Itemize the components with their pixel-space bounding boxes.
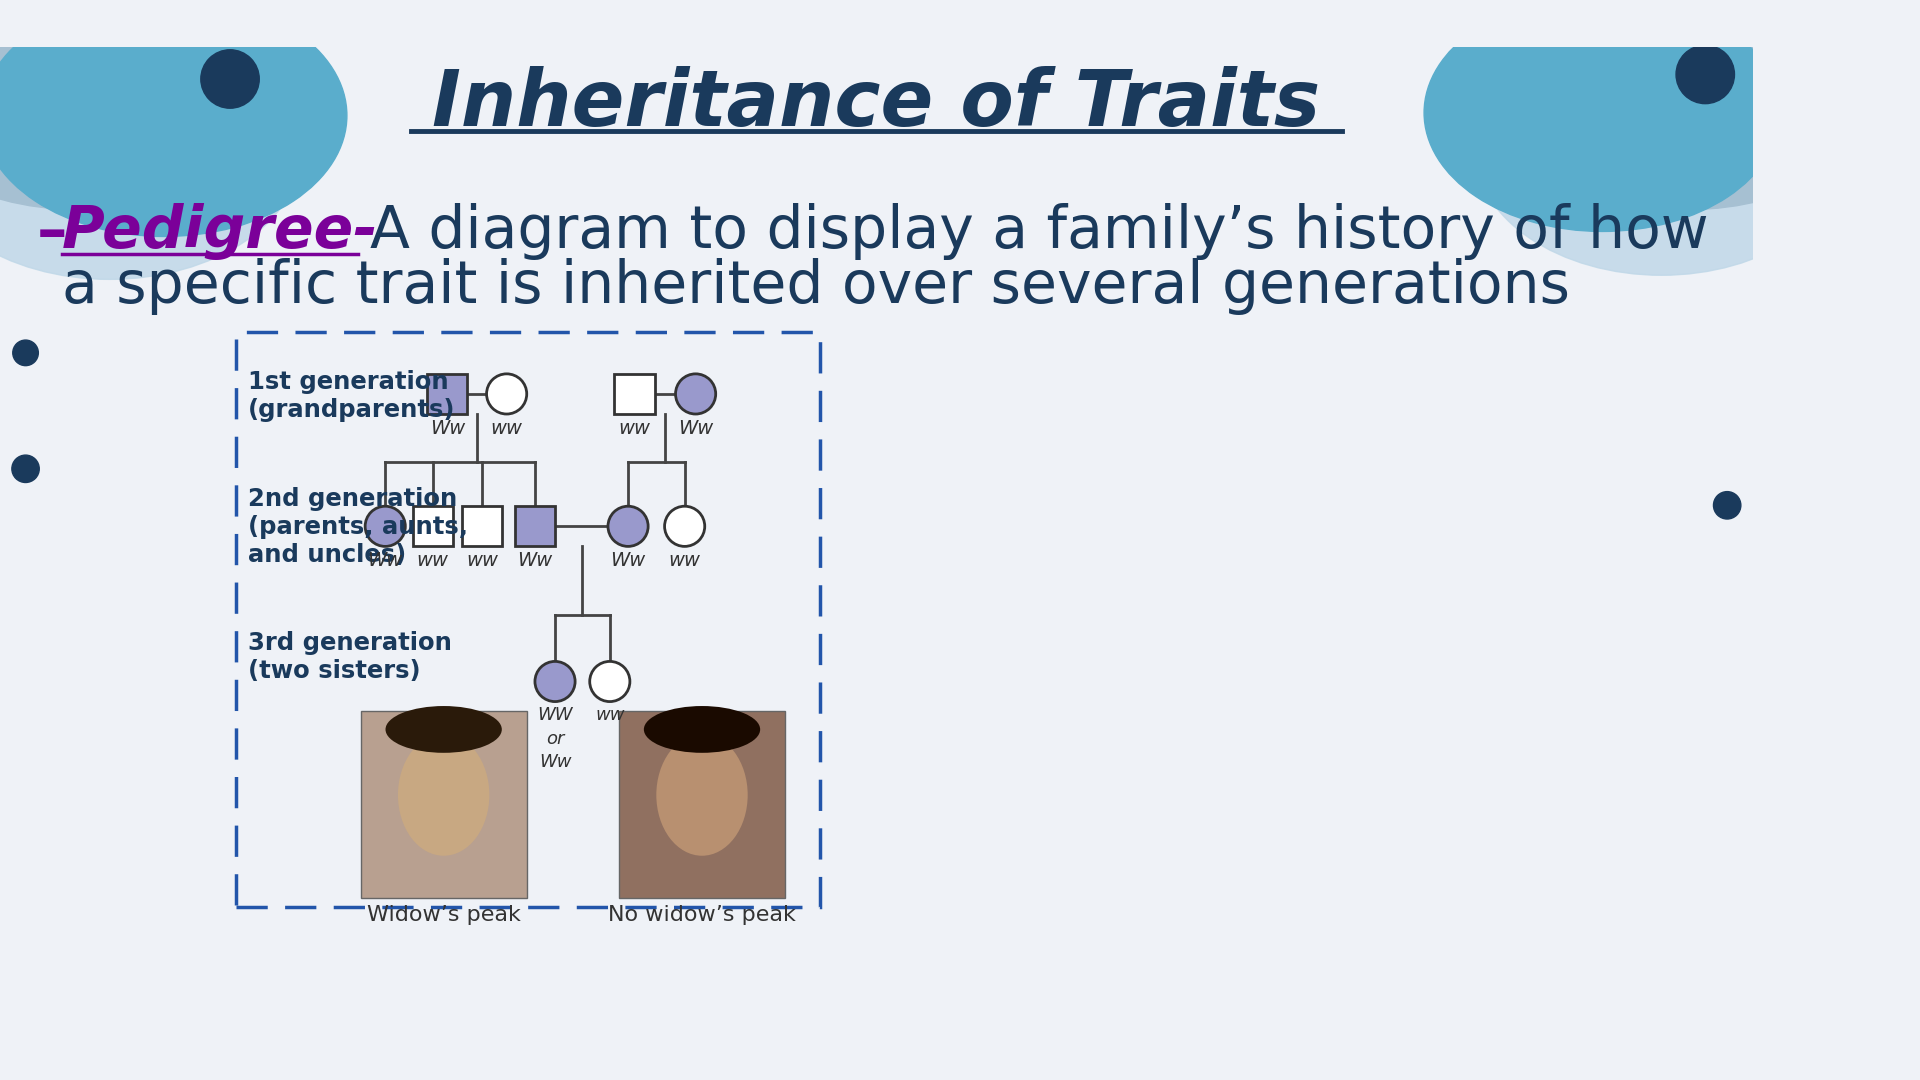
Text: Widow’s peak: Widow’s peak <box>367 905 520 926</box>
Text: Pedigree-: Pedigree- <box>61 203 378 260</box>
Bar <box>614 374 655 414</box>
Circle shape <box>1676 45 1734 104</box>
Circle shape <box>12 455 38 483</box>
Text: Ww: Ww <box>678 419 712 437</box>
Ellipse shape <box>643 706 760 753</box>
Text: ww: ww <box>668 551 701 570</box>
Text: 1st generation
(grandparents): 1st generation (grandparents) <box>248 370 455 422</box>
Bar <box>618 711 785 897</box>
Circle shape <box>1713 491 1741 519</box>
Bar <box>515 507 555 546</box>
Bar <box>361 711 526 897</box>
Text: a specific trait is inherited over several generations: a specific trait is inherited over sever… <box>61 258 1571 314</box>
Text: Inheritance of Traits: Inheritance of Traits <box>432 66 1321 141</box>
Ellipse shape <box>0 0 275 210</box>
Circle shape <box>202 50 259 108</box>
Text: ww: ww <box>492 419 522 437</box>
Text: Ww: Ww <box>367 551 403 570</box>
Ellipse shape <box>0 19 301 280</box>
Text: Ww: Ww <box>516 551 553 570</box>
Text: No widow’s peak: No widow’s peak <box>609 905 797 926</box>
Text: WW
or
Ww: WW or Ww <box>538 706 572 771</box>
Circle shape <box>589 661 630 702</box>
Circle shape <box>13 340 38 366</box>
Text: ww: ww <box>467 551 497 570</box>
Text: A diagram to display a family’s history of how: A diagram to display a family’s history … <box>371 203 1709 260</box>
Text: Ww: Ww <box>430 419 465 437</box>
Ellipse shape <box>657 734 747 855</box>
Ellipse shape <box>1475 19 1849 275</box>
Circle shape <box>365 507 405 546</box>
Text: ww: ww <box>595 706 624 725</box>
Circle shape <box>664 507 705 546</box>
Ellipse shape <box>0 0 348 237</box>
Text: –: – <box>36 204 67 262</box>
Bar <box>413 507 453 546</box>
Circle shape <box>486 374 526 414</box>
Text: ww: ww <box>417 551 449 570</box>
Circle shape <box>676 374 716 414</box>
Ellipse shape <box>386 706 501 753</box>
Ellipse shape <box>1492 0 1885 210</box>
Ellipse shape <box>397 734 490 855</box>
Text: 3rd generation
(two sisters): 3rd generation (two sisters) <box>248 632 453 683</box>
Text: 2nd generation
(parents, aunts,
and uncles): 2nd generation (parents, aunts, and uncl… <box>248 487 468 567</box>
Circle shape <box>609 507 649 546</box>
Circle shape <box>536 661 576 702</box>
Text: Ww: Ww <box>611 551 645 570</box>
Bar <box>428 374 467 414</box>
Bar <box>463 507 503 546</box>
Ellipse shape <box>1425 0 1780 231</box>
Text: ww: ww <box>618 419 651 437</box>
Bar <box>236 332 820 907</box>
